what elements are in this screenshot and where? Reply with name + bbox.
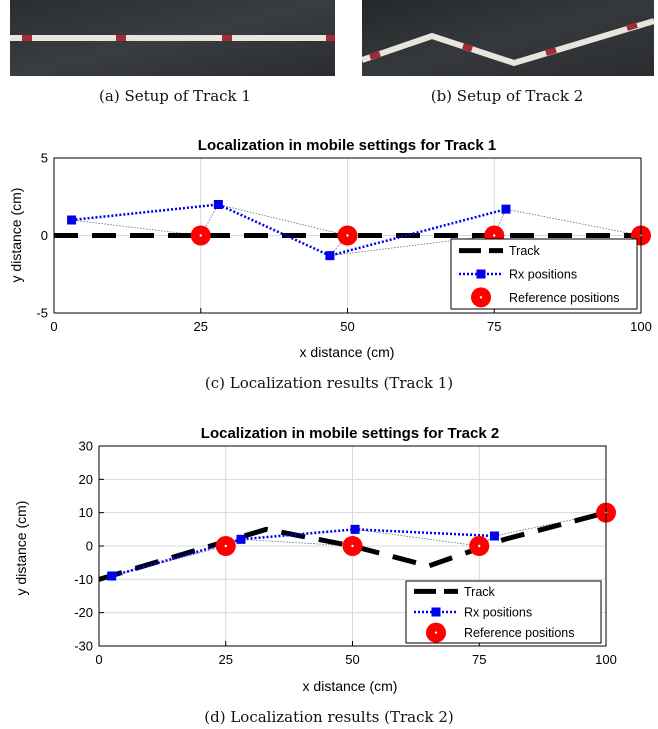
chart-title: Localization in mobile settings for Trac… [201, 425, 499, 442]
y-tick-label: -10 [74, 572, 93, 587]
y-tick-label: 0 [41, 228, 48, 243]
rx-series-line [71, 203, 507, 257]
legend-rx-swatch-marker [431, 607, 441, 617]
legend-label: Reference positions [464, 626, 574, 640]
y-axis-label: y distance (cm) [13, 501, 29, 596]
x-tick-label: 25 [219, 652, 233, 667]
chart-caption-c: (c) Localization results (Track 1) [204, 374, 454, 392]
x-tick-label: 0 [95, 652, 102, 667]
reference-point-center [478, 544, 481, 548]
rx-point [325, 251, 335, 261]
y-tick-label: -20 [74, 605, 93, 620]
legend-reference-swatch-center [479, 296, 483, 299]
photo-caption-a: (a) Setup of Track 1 [99, 87, 251, 105]
legend-rx-swatch-marker [476, 269, 486, 279]
legend-label: Rx positions [509, 268, 577, 282]
y-tick-label: 10 [79, 505, 93, 520]
y-axis-label: y distance (cm) [8, 188, 24, 283]
reference-point-center [199, 234, 202, 237]
rx-point [213, 200, 223, 209]
track-series-line [98, 510, 607, 582]
y-tick-label: 20 [79, 472, 93, 487]
x-tick-label: 0 [50, 319, 57, 334]
x-tick-label: 25 [194, 319, 208, 334]
rx-point [489, 531, 499, 541]
chart-caption-d: (d) Localization results (Track 2) [204, 708, 454, 726]
track2-setup-photo [362, 0, 654, 76]
rx-point [236, 534, 246, 544]
x-tick-label: 75 [472, 652, 486, 667]
rx-point [501, 204, 511, 214]
y-tick-label: 5 [41, 151, 48, 166]
reference-point-center [351, 544, 354, 548]
rx-point [107, 571, 117, 581]
x-tick-label: 50 [345, 652, 359, 667]
y-tick-label: -5 [36, 306, 48, 321]
track1-setup-photo [10, 0, 335, 76]
y-tick-label: 0 [86, 539, 93, 554]
x-axis-label: x distance (cm) [300, 344, 395, 360]
y-tick-label: 30 [79, 439, 93, 454]
chart-track1: Localization in mobile settings for Trac… [0, 128, 658, 360]
chart-track2-svg: Localization in mobile settings for Trac… [13, 425, 617, 694]
chart-track2: Localization in mobile settings for Trac… [0, 418, 658, 698]
chart-title: Localization in mobile settings for Trac… [198, 137, 496, 154]
legend-label: Track [509, 244, 541, 258]
x-axis-label: x distance (cm) [303, 678, 398, 694]
x-tick-label: 100 [595, 652, 617, 667]
chart-track1-svg: Localization in mobile settings for Trac… [8, 137, 652, 360]
photo-caption-b: (b) Setup of Track 2 [430, 87, 584, 105]
reference-point-center [224, 544, 227, 548]
reference-point-center [346, 234, 349, 237]
rx-point [67, 215, 77, 225]
y-tick-label: -30 [74, 639, 93, 654]
legend-label: Rx positions [464, 606, 532, 620]
reference-point-center [493, 234, 496, 237]
rx-point [350, 524, 360, 534]
x-tick-label: 50 [340, 319, 354, 334]
x-tick-label: 100 [630, 319, 652, 334]
legend-label: Track [464, 585, 496, 599]
x-tick-label: 75 [487, 319, 501, 334]
legend-label: Reference positions [509, 291, 619, 305]
legend-reference-swatch-center [434, 631, 438, 634]
